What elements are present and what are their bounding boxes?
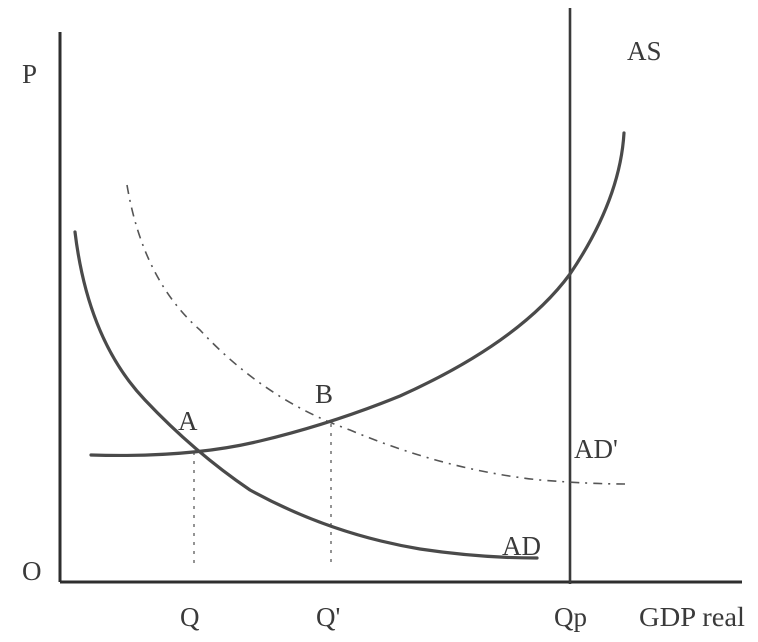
tick-label-q-prime: Q' [316,602,340,632]
tick-label-qp: Qp [554,602,587,632]
origin-label: O [22,556,42,586]
y-axis-label: P [22,59,37,89]
ad-label: AD [502,531,541,561]
as-label: AS [627,36,662,66]
point-a-label: A [178,406,198,436]
x-axis-label: GDP real [639,602,745,632]
point-b-label: B [315,379,333,409]
tick-label-q: Q [180,602,200,632]
ad-curve [73,230,539,560]
as-curve [89,131,626,458]
ad-prime-label: AD' [574,434,618,464]
ad-prime-curve [126,184,626,485]
